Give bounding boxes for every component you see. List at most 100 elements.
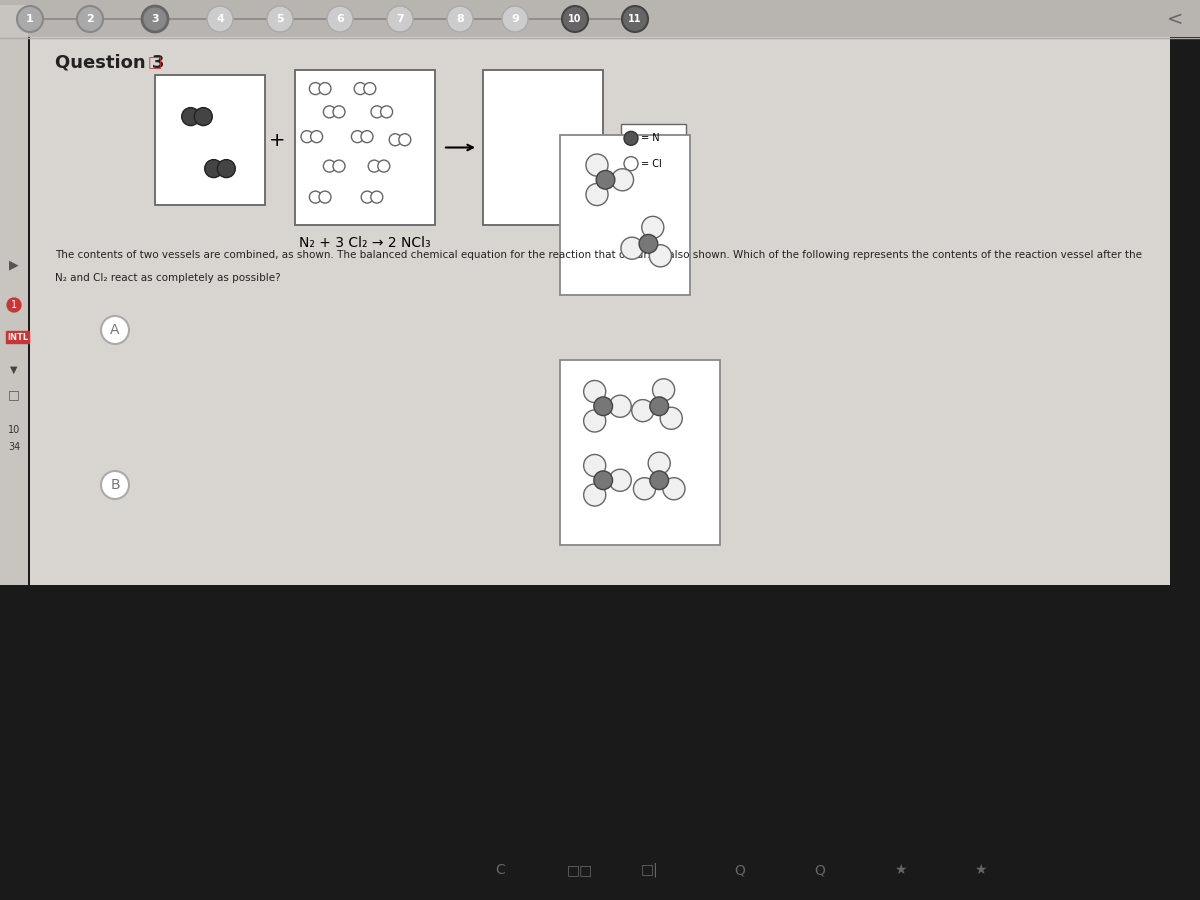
Circle shape bbox=[326, 6, 353, 32]
Text: +: + bbox=[269, 130, 286, 149]
Circle shape bbox=[181, 108, 199, 126]
Text: Q: Q bbox=[815, 863, 826, 877]
Circle shape bbox=[324, 160, 336, 172]
Text: C: C bbox=[496, 863, 505, 877]
Text: 10: 10 bbox=[569, 14, 582, 24]
Circle shape bbox=[446, 6, 473, 32]
Text: 1: 1 bbox=[26, 14, 34, 24]
Circle shape bbox=[653, 379, 674, 400]
Text: 34: 34 bbox=[8, 442, 20, 452]
Text: □: □ bbox=[8, 389, 20, 401]
Text: ★: ★ bbox=[973, 863, 986, 877]
Circle shape bbox=[389, 134, 401, 146]
Circle shape bbox=[610, 395, 631, 418]
Text: □□: □□ bbox=[566, 863, 593, 877]
FancyBboxPatch shape bbox=[155, 75, 265, 205]
FancyBboxPatch shape bbox=[560, 135, 690, 295]
Text: 8: 8 bbox=[456, 14, 464, 24]
Circle shape bbox=[642, 216, 664, 239]
Text: = N: = N bbox=[641, 133, 660, 143]
Circle shape bbox=[624, 157, 638, 171]
Text: <: < bbox=[1166, 10, 1183, 29]
Circle shape bbox=[631, 400, 654, 422]
Circle shape bbox=[301, 130, 313, 142]
Circle shape bbox=[583, 454, 606, 477]
Text: ▼: ▼ bbox=[11, 365, 18, 375]
Circle shape bbox=[594, 471, 612, 490]
Circle shape bbox=[378, 160, 390, 172]
Circle shape bbox=[586, 154, 608, 176]
Circle shape bbox=[17, 6, 43, 32]
Circle shape bbox=[310, 83, 322, 94]
FancyBboxPatch shape bbox=[622, 123, 686, 178]
Circle shape bbox=[352, 130, 364, 142]
Circle shape bbox=[612, 169, 634, 191]
Circle shape bbox=[142, 6, 168, 32]
Circle shape bbox=[380, 106, 392, 118]
Circle shape bbox=[662, 478, 685, 500]
Circle shape bbox=[334, 160, 346, 172]
Circle shape bbox=[205, 159, 223, 177]
Text: = Cl: = Cl bbox=[641, 158, 661, 168]
Circle shape bbox=[622, 6, 648, 32]
Circle shape bbox=[650, 471, 668, 490]
Text: 3: 3 bbox=[151, 14, 158, 24]
Circle shape bbox=[620, 237, 643, 259]
Circle shape bbox=[194, 108, 212, 126]
Circle shape bbox=[650, 397, 668, 416]
Text: 1: 1 bbox=[11, 300, 17, 310]
Circle shape bbox=[319, 191, 331, 203]
Circle shape bbox=[562, 6, 588, 32]
Circle shape bbox=[583, 484, 606, 506]
Circle shape bbox=[596, 170, 614, 189]
Text: □|: □| bbox=[641, 863, 659, 878]
Text: B: B bbox=[110, 478, 120, 492]
Text: The contents of two vessels are combined, as shown. The balanced chemical equati: The contents of two vessels are combined… bbox=[55, 250, 1142, 260]
Text: 11: 11 bbox=[629, 14, 642, 24]
Circle shape bbox=[586, 184, 608, 205]
Circle shape bbox=[77, 6, 103, 32]
Circle shape bbox=[660, 407, 683, 429]
Text: 2: 2 bbox=[86, 14, 94, 24]
Circle shape bbox=[266, 6, 293, 32]
Circle shape bbox=[583, 410, 606, 432]
Circle shape bbox=[624, 131, 638, 145]
Circle shape bbox=[364, 83, 376, 94]
Text: Q: Q bbox=[734, 863, 745, 877]
Circle shape bbox=[649, 245, 672, 267]
Circle shape bbox=[319, 83, 331, 94]
Circle shape bbox=[324, 106, 336, 118]
Circle shape bbox=[583, 381, 606, 402]
Text: ★: ★ bbox=[894, 863, 906, 877]
Circle shape bbox=[398, 134, 410, 146]
Circle shape bbox=[311, 130, 323, 142]
Circle shape bbox=[334, 106, 346, 118]
Text: A: A bbox=[110, 323, 120, 337]
Circle shape bbox=[594, 397, 612, 416]
FancyBboxPatch shape bbox=[0, 5, 28, 585]
Circle shape bbox=[371, 191, 383, 203]
Circle shape bbox=[368, 160, 380, 172]
Circle shape bbox=[640, 234, 658, 253]
Text: INTL: INTL bbox=[7, 332, 28, 341]
Text: 7: 7 bbox=[396, 14, 404, 24]
Circle shape bbox=[361, 130, 373, 142]
Circle shape bbox=[354, 83, 366, 94]
Text: 5: 5 bbox=[276, 14, 284, 24]
Text: Question 3: Question 3 bbox=[55, 54, 164, 72]
Circle shape bbox=[634, 478, 655, 500]
FancyBboxPatch shape bbox=[482, 70, 604, 225]
Text: 6: 6 bbox=[336, 14, 344, 24]
Text: N₂ + 3 Cl₂ → 2 NCl₃: N₂ + 3 Cl₂ → 2 NCl₃ bbox=[299, 236, 431, 250]
Text: 10: 10 bbox=[8, 425, 20, 435]
Circle shape bbox=[101, 471, 130, 499]
FancyBboxPatch shape bbox=[560, 360, 720, 545]
Text: 9: 9 bbox=[511, 14, 518, 24]
Circle shape bbox=[310, 191, 322, 203]
Circle shape bbox=[371, 106, 383, 118]
Circle shape bbox=[361, 191, 373, 203]
Circle shape bbox=[502, 6, 528, 32]
Circle shape bbox=[648, 452, 671, 474]
Text: N₂ and Cl₂ react as completely as possible?: N₂ and Cl₂ react as completely as possib… bbox=[55, 273, 281, 283]
FancyBboxPatch shape bbox=[295, 70, 436, 225]
